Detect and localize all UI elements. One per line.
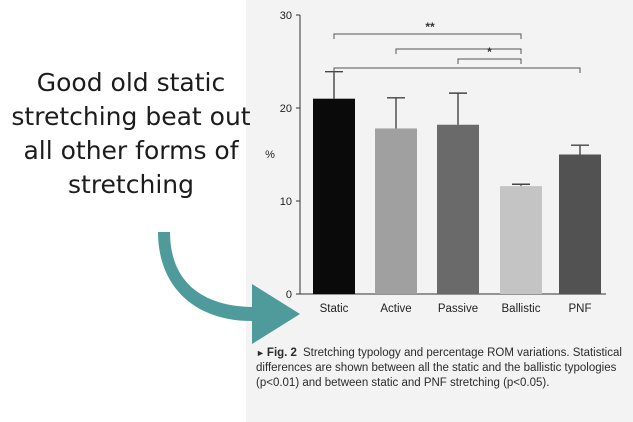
category-label: Ballistic [502, 303, 541, 315]
bar [559, 154, 601, 294]
y-tick-label: 0 [286, 289, 292, 301]
significance-label: * [487, 45, 492, 59]
y-tick-label: 30 [280, 10, 292, 22]
bar [375, 128, 417, 294]
bar-chart: 0 10 20 30% Static Active Passive Ballistic PNF *… [265, 10, 606, 315]
annotation-line: all other forms of [23, 136, 239, 165]
y-tick-label: 10 [280, 196, 292, 208]
bar [437, 124, 479, 295]
significance-bracket [333, 33, 522, 39]
category-label: Active [380, 303, 411, 315]
y-tick-label: 20 [280, 103, 292, 115]
figure-caption: ► Fig. 2 Stretching typology and percentag… [256, 346, 626, 391]
significance-bracket [333, 67, 581, 73]
caption-triangle-icon: ► [256, 348, 265, 358]
annotation-line: stretching [68, 170, 194, 199]
caption-text: Stretching typology and percentage ROM v… [256, 347, 622, 389]
y-axis-label: % [265, 149, 275, 161]
category-label: PNF [569, 303, 592, 315]
figure-label: Fig. 2 [266, 347, 297, 359]
significance-bracket [395, 48, 522, 54]
annotation-line: Good old static [36, 68, 226, 97]
annotation-line: stretching beat out [11, 102, 251, 131]
category-label: Static [320, 303, 349, 315]
category-label: Passive [438, 303, 478, 315]
annotation-text: Good old static stretching beat out all … [0, 66, 262, 202]
bar [313, 98, 355, 294]
arrow-shaft [158, 232, 252, 321]
significance-label: ** [425, 20, 435, 34]
bar [500, 186, 542, 294]
significance-bracket [457, 58, 522, 64]
